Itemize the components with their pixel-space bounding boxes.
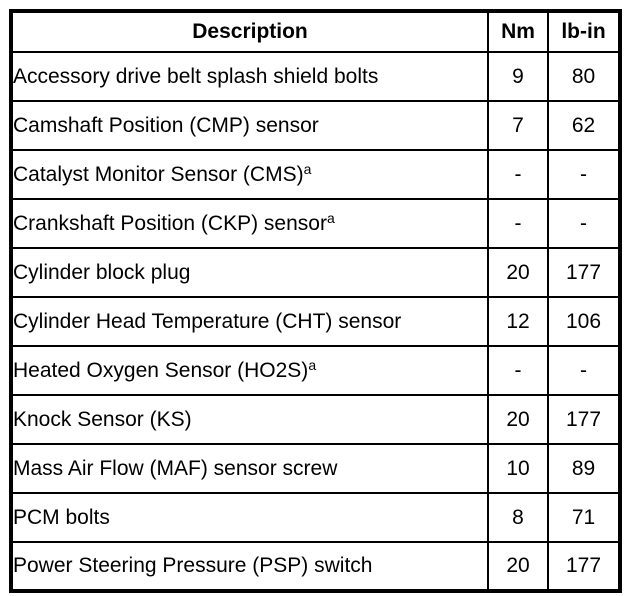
cell-description: Camshaft Position (CMP) sensor bbox=[10, 100, 489, 151]
column-header-nm: Nm bbox=[487, 10, 549, 53]
cell-description: Heated Oxygen Sensor (HO2S)a bbox=[10, 345, 489, 396]
footnote-marker: a bbox=[308, 356, 317, 373]
description-text: PCM bolts bbox=[13, 505, 110, 529]
description-text: Crankshaft Position (CKP) sensor bbox=[13, 211, 327, 235]
torque-spec-table: Description Nm lb-in Accessory drive bel… bbox=[9, 9, 622, 593]
table-body: Accessory drive belt splash shield bolts… bbox=[10, 51, 621, 592]
column-header-lbin: lb-in bbox=[547, 10, 621, 53]
cell-description: Power Steering Pressure (PSP) switch bbox=[10, 541, 489, 592]
table-row: Accessory drive belt splash shield bolts… bbox=[10, 51, 621, 102]
table-row: Cylinder block plug 20 177 bbox=[10, 247, 621, 298]
footnote-marker: a bbox=[303, 160, 312, 177]
cell-description: Cylinder Head Temperature (CHT) sensor bbox=[10, 296, 489, 347]
cell-lbin: - bbox=[547, 198, 621, 249]
cell-description: Catalyst Monitor Sensor (CMS)a bbox=[10, 149, 489, 200]
cell-description: Cylinder block plug bbox=[10, 247, 489, 298]
table-row: Mass Air Flow (MAF) sensor screw 10 89 bbox=[10, 443, 621, 494]
table-row: Crankshaft Position (CKP) sensora - - bbox=[10, 198, 621, 249]
cell-description: Crankshaft Position (CKP) sensora bbox=[10, 198, 489, 249]
cell-nm: 12 bbox=[487, 296, 549, 347]
cell-lbin: - bbox=[547, 149, 621, 200]
cell-lbin: 177 bbox=[547, 247, 621, 298]
cell-lbin: 71 bbox=[547, 492, 621, 543]
description-text: Power Steering Pressure (PSP) switch bbox=[13, 554, 373, 578]
cell-lbin: 80 bbox=[547, 51, 621, 102]
cell-nm: 20 bbox=[487, 247, 549, 298]
description-text: Knock Sensor (KS) bbox=[13, 407, 192, 431]
cell-nm: 7 bbox=[487, 100, 549, 151]
table-row: Catalyst Monitor Sensor (CMS)a - - bbox=[10, 149, 621, 200]
table-row: Cylinder Head Temperature (CHT) sensor 1… bbox=[10, 296, 621, 347]
torque-spec-table-container: Description Nm lb-in Accessory drive bel… bbox=[9, 9, 622, 593]
description-text: Camshaft Position (CMP) sensor bbox=[13, 113, 319, 137]
cell-nm: 10 bbox=[487, 443, 549, 494]
cell-description: Knock Sensor (KS) bbox=[10, 394, 489, 445]
description-text: Cylinder block plug bbox=[13, 260, 191, 284]
description-text: Accessory drive belt splash shield bolts bbox=[13, 64, 379, 88]
cell-lbin: 89 bbox=[547, 443, 621, 494]
description-text: Heated Oxygen Sensor (HO2S) bbox=[13, 358, 309, 382]
cell-lbin: 106 bbox=[547, 296, 621, 347]
table-row: Knock Sensor (KS) 20 177 bbox=[10, 394, 621, 445]
cell-description: PCM bolts bbox=[10, 492, 489, 543]
cell-lbin: 177 bbox=[547, 541, 621, 592]
table-row: Power Steering Pressure (PSP) switch 20 … bbox=[10, 541, 621, 592]
cell-nm: 9 bbox=[487, 51, 549, 102]
description-text: Mass Air Flow (MAF) sensor screw bbox=[13, 456, 338, 480]
cell-nm: - bbox=[487, 345, 549, 396]
cell-nm: 20 bbox=[487, 394, 549, 445]
description-text: Catalyst Monitor Sensor (CMS) bbox=[13, 162, 304, 186]
table-row: PCM bolts 8 71 bbox=[10, 492, 621, 543]
column-header-description: Description bbox=[10, 10, 489, 53]
cell-nm: - bbox=[487, 198, 549, 249]
cell-nm: - bbox=[487, 149, 549, 200]
cell-description: Accessory drive belt splash shield bolts bbox=[10, 51, 489, 102]
description-text: Cylinder Head Temperature (CHT) sensor bbox=[13, 309, 402, 333]
table-row: Heated Oxygen Sensor (HO2S)a - - bbox=[10, 345, 621, 396]
table-header-row: Description Nm lb-in bbox=[10, 10, 621, 53]
cell-nm: 8 bbox=[487, 492, 549, 543]
table-row: Camshaft Position (CMP) sensor 7 62 bbox=[10, 100, 621, 151]
footnote-marker: a bbox=[326, 209, 335, 226]
cell-description: Mass Air Flow (MAF) sensor screw bbox=[10, 443, 489, 494]
cell-lbin: - bbox=[547, 345, 621, 396]
cell-nm: 20 bbox=[487, 541, 549, 592]
cell-lbin: 62 bbox=[547, 100, 621, 151]
cell-lbin: 177 bbox=[547, 394, 621, 445]
